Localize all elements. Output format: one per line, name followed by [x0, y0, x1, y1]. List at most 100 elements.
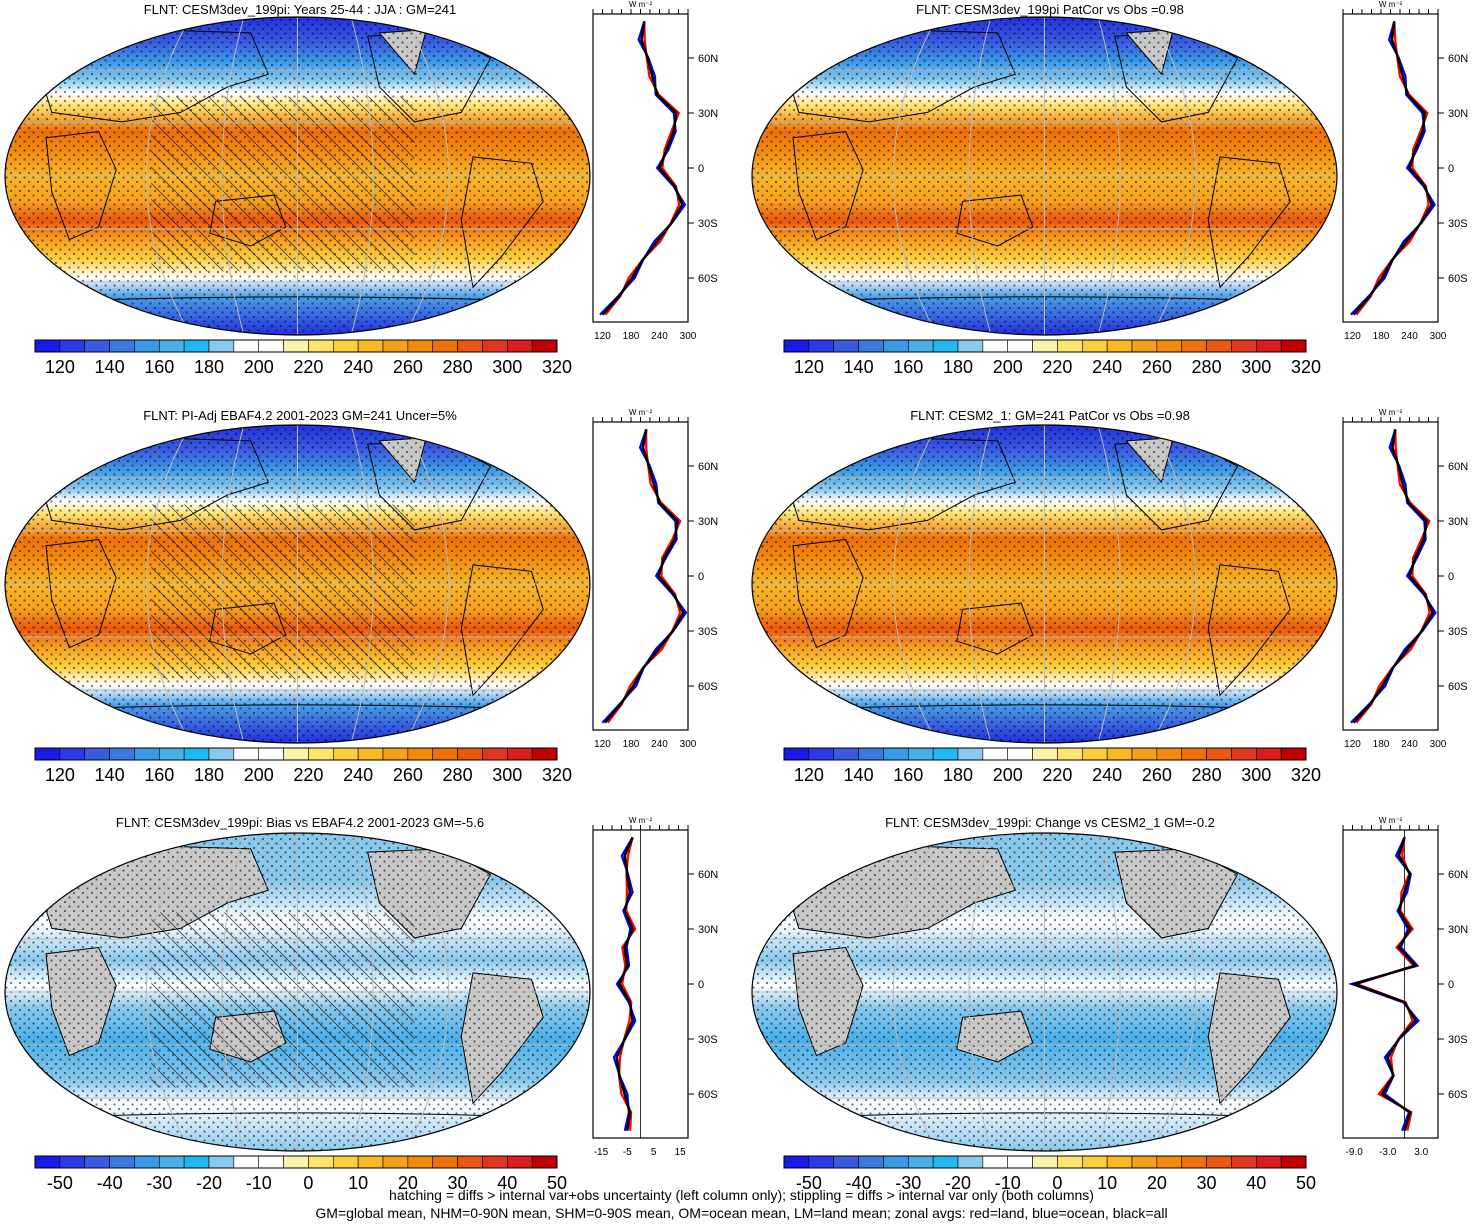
colorbar-label: 300 — [1241, 357, 1271, 377]
colorbar-label: 280 — [1192, 765, 1222, 785]
lat-tick-label: 0 — [1448, 571, 1454, 583]
colorbar-label: 180 — [194, 765, 224, 785]
colorbar-swatch — [957, 1155, 984, 1169]
colorbar-swatch — [531, 747, 558, 761]
colorbar-swatch — [457, 747, 483, 761]
colorbar-swatch — [932, 747, 959, 761]
colorbar-swatch — [158, 339, 185, 353]
colorbar: -50 -40 -30 -20 -10 0 10 20 30 40 50 — [783, 1155, 1316, 1193]
colorbar-swatch — [1280, 747, 1307, 761]
colorbar-swatch — [907, 747, 934, 761]
colorbar-swatch — [109, 747, 135, 761]
colorbar-swatch — [1057, 747, 1083, 761]
graticule — [892, 833, 938, 1151]
colorbar-label: 320 — [542, 765, 572, 785]
colorbar-swatch — [208, 1155, 235, 1169]
colorbar-swatch — [308, 339, 334, 353]
colorbar-swatch — [407, 1155, 434, 1169]
panel-title: FLNT: CESM2_1: GM=241 PatCor vs Obs =0.9… — [910, 408, 1190, 423]
zonal-series-line — [617, 837, 637, 1131]
lat-tick-label: 30N — [698, 924, 718, 936]
colorbar-frame — [783, 1155, 1307, 1169]
zonal-mean-plot: W m⁻² 60N 30N 0 30S 60S 120 180 240 300 — [592, 0, 718, 342]
zonal-x-tick-label: 3.0 — [1414, 1147, 1428, 1158]
colorbar-swatch — [109, 339, 135, 353]
colorbar-swatch — [858, 1155, 884, 1169]
graticule — [350, 425, 374, 743]
colorbar-swatch — [1255, 747, 1282, 761]
zonal-x-tick-label: 180 — [1373, 739, 1390, 750]
zonal-mean-plot: W m⁻² 60N 30N 0 30S 60S -15 -5 5 15 — [592, 816, 718, 1158]
colorbar-swatch — [183, 1155, 210, 1169]
colorbar: 120 140 160 180 200 220 240 260 280 300 320 — [34, 339, 572, 377]
colorbar-swatch — [833, 1155, 859, 1169]
zonal-series-line — [601, 428, 688, 724]
graticule — [221, 833, 245, 1151]
colorbar-label: 260 — [1142, 765, 1172, 785]
map-panel — [751, 16, 1338, 336]
map-outline — [751, 832, 1338, 1152]
zonal-x-tick-label: 240 — [651, 331, 668, 342]
zonal-x-tick-label: 120 — [594, 739, 611, 750]
graticule — [892, 17, 938, 335]
colorbar-label: 260 — [1142, 357, 1172, 377]
colorbar-swatch — [1007, 1155, 1033, 1169]
panel-title: FLNT: CESM3dev_199pi PatCor vs Obs =0.98 — [916, 2, 1184, 17]
colorbar-swatch — [457, 339, 483, 353]
lat-tick-label: 60S — [698, 1089, 718, 1101]
lat-tick-label: 30N — [698, 108, 718, 120]
colorbar-swatch — [308, 1155, 334, 1169]
lat-tick-label: 60S — [1448, 273, 1468, 285]
zonal-series-line — [604, 21, 681, 316]
colorbar-swatch — [833, 339, 859, 353]
lat-tick-label: 0 — [698, 979, 704, 991]
colorbar-label: 20 — [1147, 1173, 1167, 1193]
colorbar-swatch — [1057, 1155, 1083, 1169]
colorbar-swatch — [1032, 339, 1058, 353]
colorbar-swatch — [183, 339, 210, 353]
zonal-x-tick-label: 120 — [1344, 739, 1361, 750]
graticule — [968, 425, 992, 743]
colorbar-label: 240 — [1092, 765, 1122, 785]
colorbar-swatch — [1106, 747, 1133, 761]
colorbar-swatch — [407, 339, 434, 353]
panel-title: FLNT: CESM3dev_199pi: Years 25-44 : JJA … — [143, 2, 457, 17]
colorbar-swatch — [332, 339, 359, 353]
colorbar-swatch — [233, 747, 260, 761]
colorbar-label: -30 — [146, 1173, 172, 1193]
colorbar-swatch — [1156, 339, 1183, 353]
colorbar-label: 200 — [993, 357, 1023, 377]
zonal-x-tick-label: 120 — [594, 331, 611, 342]
zonal-unit: W m⁻² — [629, 408, 653, 417]
zonal-x-tick-label: 240 — [651, 739, 668, 750]
colorbar-swatch — [457, 1155, 483, 1169]
zonal-x-tick-label: 300 — [680, 331, 697, 342]
zonal-unit: W m⁻² — [1379, 816, 1403, 825]
colorbar: 120 140 160 180 200 220 240 260 280 300 320 — [34, 747, 572, 785]
lat-tick-label: 30N — [698, 516, 718, 528]
colorbar-swatch — [84, 339, 110, 353]
colorbar-label: 30 — [448, 1173, 468, 1193]
colorbar-swatch — [382, 1155, 409, 1169]
colorbar-swatch — [883, 339, 909, 353]
lat-tick-label: 0 — [698, 571, 704, 583]
colorbar-swatch — [1007, 747, 1033, 761]
lat-tick-label: 60N — [1448, 53, 1468, 65]
footer-line-1: hatching = diffs > internal var+obs unce… — [389, 1187, 1094, 1203]
map-panel — [4, 424, 591, 744]
zonal-frame — [592, 13, 689, 323]
colorbar-swatch — [208, 339, 235, 353]
colorbar-swatch — [1156, 747, 1183, 761]
colorbar-label: -50 — [796, 1173, 822, 1193]
colorbar-label: -10 — [995, 1173, 1021, 1193]
colorbar-label: 50 — [547, 1173, 567, 1193]
graticule — [350, 17, 374, 335]
colorbar-label: 10 — [1097, 1173, 1117, 1193]
colorbar-label: 280 — [443, 765, 473, 785]
zonal-x-tick-label: 15 — [675, 1147, 687, 1158]
panel-title: FLNT: CESM3dev_199pi: Change vs CESM2_1 … — [885, 815, 1215, 830]
colorbar-label: 120 — [45, 357, 75, 377]
zonal-series-line — [615, 836, 635, 1131]
